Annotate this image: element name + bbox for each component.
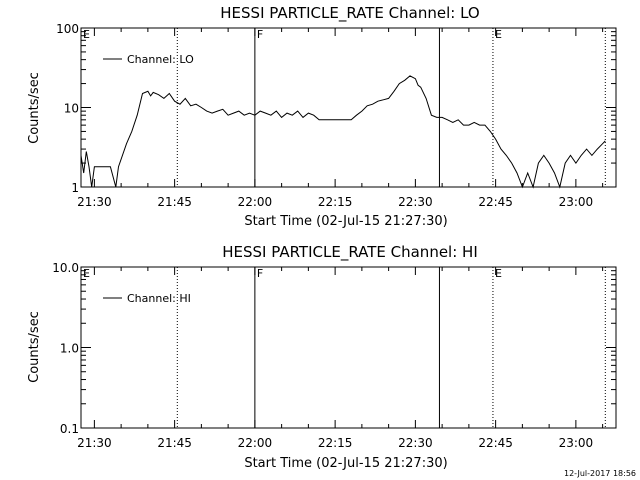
x-tick-label-hi-2130: 21:30 (77, 436, 112, 450)
chart-title-hi: HESSI PARTICLE_RATE Channel: HI (222, 243, 478, 262)
x-tick-label-lo-2215: 22:15 (318, 195, 353, 209)
legend-lo: Channel: LO (103, 53, 194, 66)
y-tick-label-hi-2: 10.0 (52, 261, 79, 275)
plot-frame-hi (80, 266, 617, 429)
x-tick-label-hi-2245: 22:45 (478, 436, 513, 450)
event-marker-label-hi-4: E (495, 267, 502, 280)
axis-ticks-hi: 21:30 21:45 22:00 22:15 22:30 22:45 23:00 0.1 1.… (52, 261, 616, 450)
legend-label-lo: Channel: LO (127, 53, 194, 66)
x-tick-label-hi-2200: 22:00 (238, 436, 273, 450)
y-tick-label-hi-0: 0.1 (60, 422, 79, 436)
x-tick-label-hi-2145: 21:45 (157, 436, 192, 450)
chart-panel-hi: HESSI PARTICLE_RATE Channel: HI Counts/s… (27, 243, 617, 471)
legend-label-hi: Channel: HI (127, 292, 191, 305)
event-marker-label-lo-0: E (83, 28, 90, 41)
plot-frame-lo (80, 27, 617, 188)
y-axis-label-lo: Counts/sec (27, 72, 42, 144)
y-tick-label-hi-1: 1.0 (60, 342, 79, 356)
event-marker-label-lo-4: E (495, 28, 502, 41)
chart-panel-lo: HESSI PARTICLE_RATE Channel: LO Counts/s… (27, 4, 617, 229)
y-axis-label-hi: Counts/sec (27, 311, 42, 383)
event-marker-label-hi-2: F (257, 267, 263, 280)
series-line-lo (80, 75, 606, 189)
x-axis-label-lo: Start Time (02-Jul-15 21:27:30) (244, 214, 447, 229)
x-tick-label-hi-2230: 22:30 (398, 436, 433, 450)
y-tick-label-lo-2: 100 (56, 22, 79, 36)
event-marker-label-lo-2: F (257, 28, 263, 41)
axis-ticks-lo: 21:30 21:45 22:00 22:15 22:30 22:45 23:00 1 10 10… (56, 22, 616, 209)
footer-timestamp: 12-Jul-2017 18:56 (564, 469, 636, 478)
x-tick-label-lo-2230: 22:30 (398, 195, 433, 209)
event-marker-label-hi-0: E (83, 267, 90, 280)
x-tick-label-lo-2245: 22:45 (478, 195, 513, 209)
x-tick-label-lo-2130: 21:30 (77, 195, 112, 209)
y-tick-label-lo-1: 10 (64, 102, 79, 116)
x-tick-label-lo-2200: 22:00 (238, 195, 273, 209)
x-axis-label-hi: Start Time (02-Jul-15 21:27:30) (244, 456, 447, 471)
x-tick-label-hi-2300: 23:00 (559, 436, 594, 450)
x-tick-label-lo-2300: 23:00 (559, 195, 594, 209)
chart-title-lo: HESSI PARTICLE_RATE Channel: LO (220, 4, 479, 23)
y-tick-label-lo-0: 1 (71, 181, 79, 195)
legend-hi: Channel: HI (103, 292, 191, 305)
x-tick-label-lo-2145: 21:45 (157, 195, 192, 209)
x-tick-label-hi-2215: 22:15 (318, 436, 353, 450)
